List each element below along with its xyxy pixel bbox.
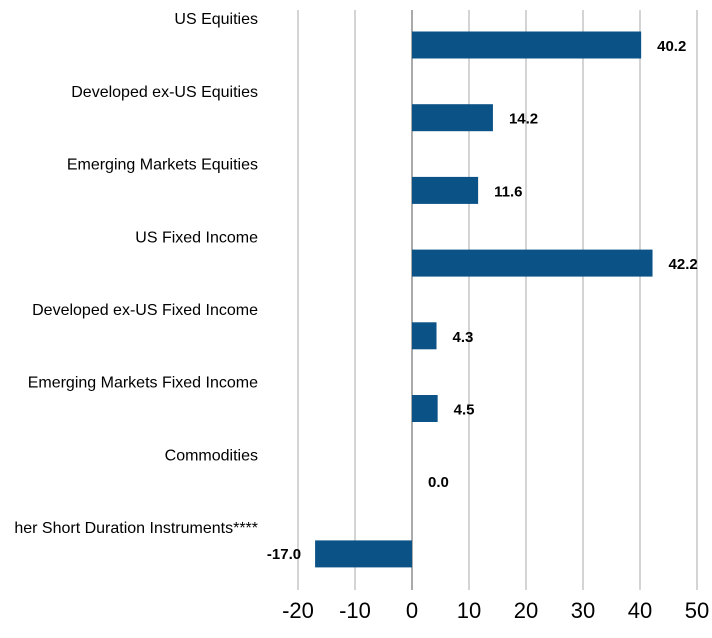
x-tick-label: 20 [514, 598, 538, 623]
value-label: -17.0 [267, 546, 301, 563]
value-label: 14.2 [509, 111, 538, 128]
bar [412, 395, 438, 422]
value-label: 0.0 [428, 474, 449, 491]
value-label: 4.3 [453, 329, 474, 346]
bar [412, 249, 653, 277]
bar [412, 176, 479, 204]
category-label: Emerging Markets Fixed Income [28, 375, 258, 392]
x-tick-label: 30 [571, 598, 595, 623]
bar [315, 540, 412, 568]
x-tick-label: 10 [457, 598, 481, 623]
category-label: Developed ex-US Fixed Income [32, 302, 258, 319]
category-label: Emerging Markets Equities [67, 157, 258, 174]
category-label: US Fixed Income [135, 229, 258, 246]
bar [412, 31, 642, 59]
category-label: Commodities [165, 447, 258, 464]
x-tick-label: 40 [628, 598, 652, 623]
x-tick-label: -20 [282, 598, 314, 623]
x-tick-label: 50 [685, 598, 709, 623]
bar [412, 322, 437, 350]
x-tick-label: 0 [406, 598, 418, 623]
value-label: 11.6 [494, 183, 522, 200]
x-tick-label: -10 [339, 598, 371, 623]
category-label: US Equities [174, 11, 258, 28]
category-label: Developed ex-US Equities [71, 84, 258, 101]
bar [412, 104, 493, 132]
value-label: 4.5 [454, 401, 475, 418]
category-label: her Short Duration Instruments**** [14, 520, 258, 537]
value-label: 40.2 [657, 38, 686, 55]
value-label: 42.2 [669, 256, 698, 273]
